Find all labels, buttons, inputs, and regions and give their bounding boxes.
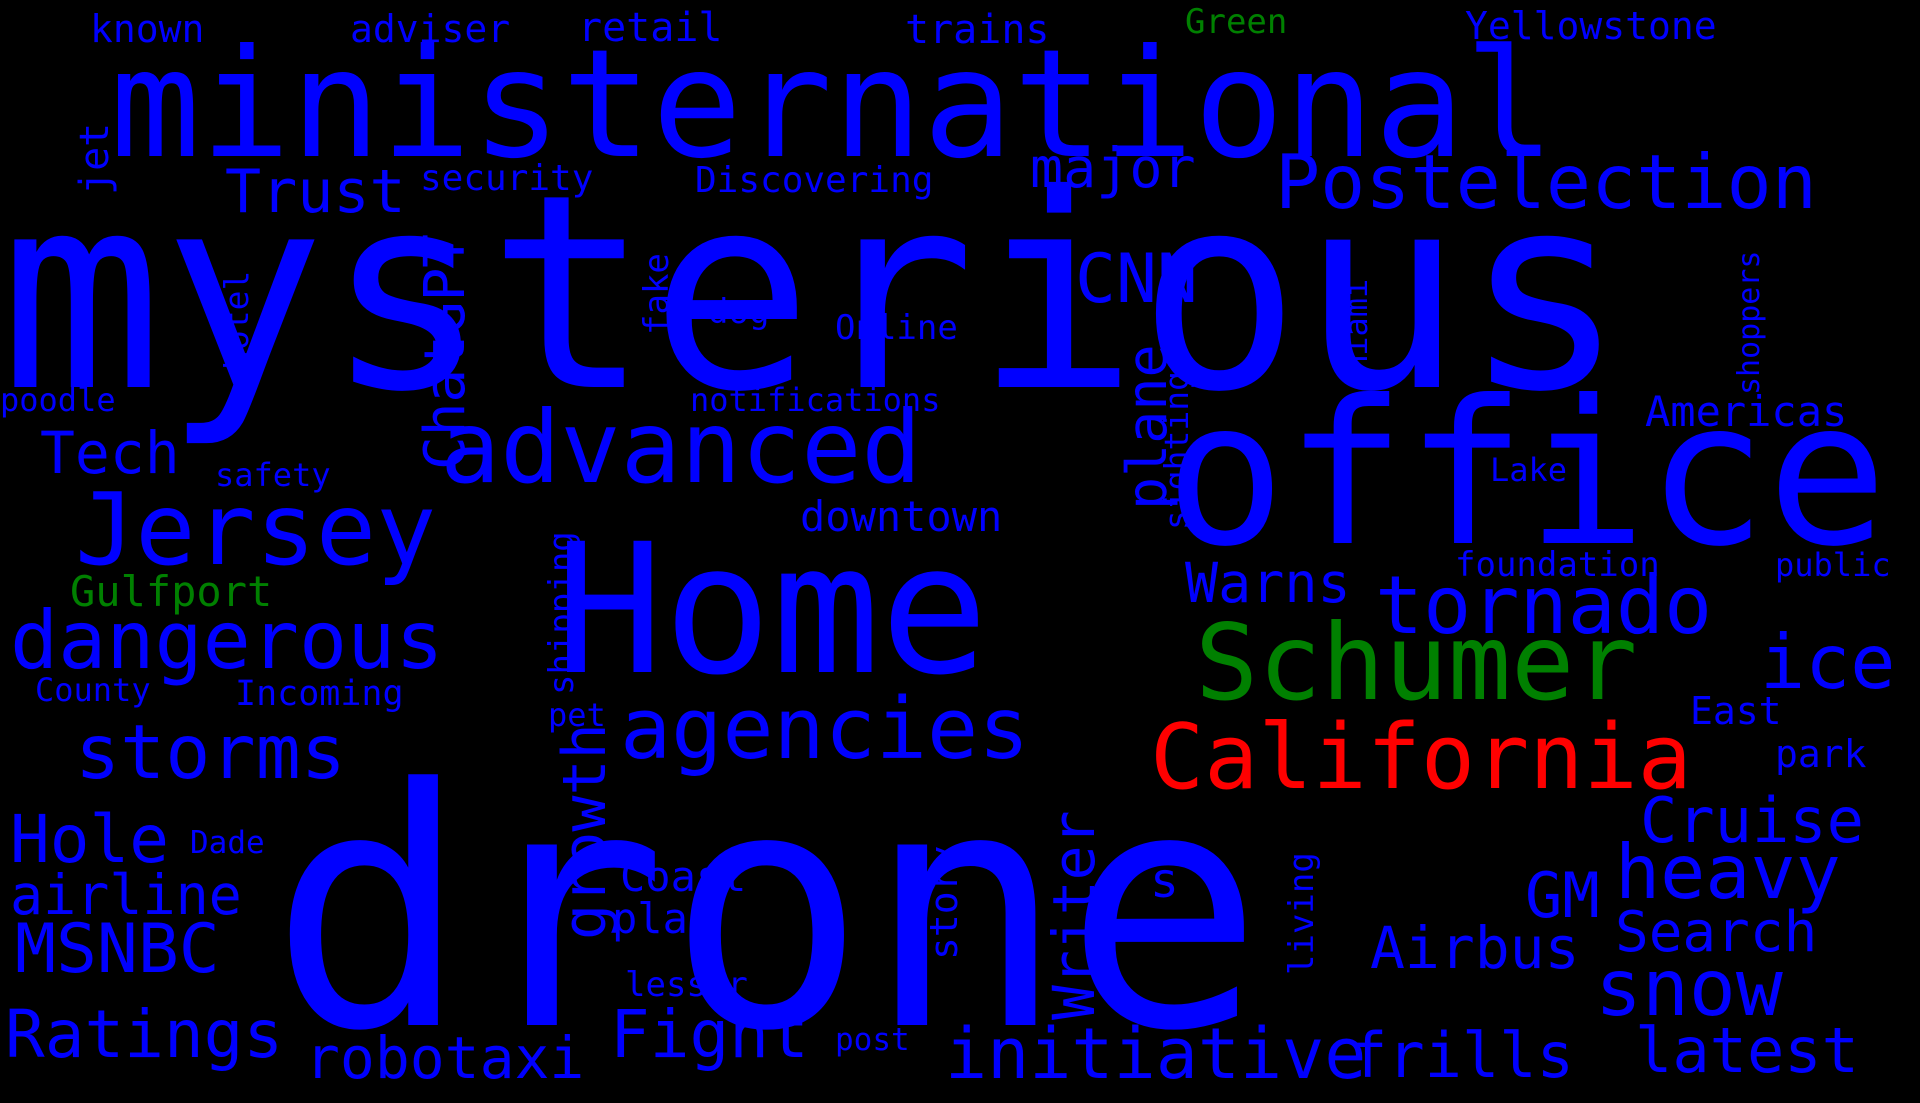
word-advanced: advanced — [440, 389, 922, 506]
word-latest: latest — [1635, 1014, 1859, 1088]
word-post: post — [835, 1022, 910, 1059]
word-initiative: initiative — [945, 1013, 1367, 1095]
word-hole: Hole — [10, 801, 169, 879]
word-search: Search — [1615, 900, 1818, 966]
word-pet: pet — [548, 696, 606, 735]
word-downtown: downtown — [800, 492, 1003, 542]
word-ratings: Ratings — [5, 996, 284, 1074]
word-msnbc: MSNBC — [15, 909, 220, 989]
word-adviser: adviser — [350, 6, 511, 51]
word-plan: plan — [612, 894, 714, 944]
word-foundation: foundation — [1455, 544, 1660, 585]
word-hotel: hotel — [217, 270, 256, 370]
word-shoppers: shoppers — [1732, 250, 1767, 396]
word-major: major — [1030, 136, 1196, 200]
word-incoming: Incoming — [235, 674, 404, 714]
word-story: story — [922, 845, 966, 960]
word-tech: Tech — [40, 418, 180, 487]
word-gm: GM — [1525, 859, 1600, 933]
word-schumer: Schumer — [1195, 602, 1638, 724]
word-lesser: lesser — [625, 964, 748, 1005]
word-fake: fake — [637, 253, 677, 335]
word-growth: growth — [550, 723, 620, 940]
word-cnn: CNN — [1075, 239, 1198, 319]
word-shipping: shipping — [542, 531, 582, 695]
word-storms: storms — [75, 708, 346, 796]
word-sightings: sightings — [1157, 351, 1196, 530]
word-chatgpt: ChatGPT — [413, 233, 478, 470]
word-ministernational: ministernational — [110, 18, 1555, 192]
word-county: County — [35, 671, 151, 710]
word-office: office — [1165, 358, 1888, 591]
word-jersey: Jersey — [75, 471, 437, 588]
word-online: Online — [835, 307, 958, 348]
word-dade: Dade — [190, 825, 265, 862]
word-jet: jet — [72, 122, 118, 195]
word-public: public — [1775, 546, 1891, 585]
word-americas: Americas — [1645, 387, 1848, 437]
word-gulfport: Gulfport — [70, 567, 273, 617]
word-california: California — [1150, 705, 1692, 810]
word-trust: Trust — [225, 157, 406, 227]
word-frills: frills — [1350, 1019, 1574, 1093]
word-s: s — [1150, 852, 1179, 909]
word-tornado: tornado — [1375, 559, 1713, 652]
word-writer: Writer — [1040, 810, 1108, 1020]
word-snow: snow — [1595, 943, 1783, 1034]
word-dangerous: dangerous — [10, 594, 444, 687]
word-retail: retail — [578, 5, 723, 51]
word-discovering: Discovering — [695, 160, 934, 202]
word-postelection: Postelection — [1275, 138, 1817, 226]
word-poodle: poodle — [0, 381, 116, 420]
word-green: Green — [1185, 1, 1288, 42]
word-robotaxi: robotaxi — [305, 1023, 585, 1092]
word-warns: Warns — [1185, 551, 1351, 615]
word-cruise: Cruise — [1640, 784, 1864, 858]
word-park: park — [1775, 731, 1867, 776]
word-ice: ice — [1760, 618, 1896, 706]
word-known: known — [90, 6, 205, 51]
word-security: security — [420, 158, 594, 200]
word-east: East — [1690, 688, 1782, 733]
word-drone: drone — [270, 719, 1264, 1103]
word-miami: Miami — [1337, 278, 1375, 375]
word-airbus: Airbus — [1370, 913, 1580, 982]
word-dog: dog — [708, 291, 770, 332]
word-heavy: heavy — [1615, 828, 1841, 916]
word-yellowstone: Yellowstone — [1465, 3, 1717, 48]
word-living: living — [1282, 852, 1322, 975]
word-agencies: agencies — [620, 680, 1030, 779]
word-coast: Coast — [620, 852, 747, 902]
word-trains: trains — [905, 7, 1050, 53]
word-airline: airline — [10, 863, 242, 927]
word-mysterious: mysterious — [0, 136, 1626, 451]
word-lake: Lake — [1490, 451, 1568, 490]
word-fight: Fight — [610, 996, 809, 1074]
word-home: Home — [555, 506, 989, 715]
word-safety: safety — [215, 456, 331, 495]
word-notifications: notifications — [690, 381, 941, 420]
